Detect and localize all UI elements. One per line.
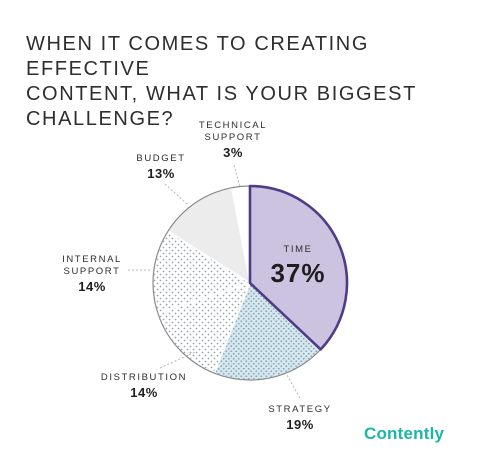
title-line-2: CONTENT, WHAT IS YOUR BIGGEST [26, 83, 417, 105]
slice-value-distribution: 14% [130, 385, 158, 400]
slice-value-technical-support: 3% [223, 145, 243, 160]
slice-label-time: TIME [283, 244, 312, 255]
leader-line-distribution [159, 351, 196, 369]
leader-line-budget [164, 183, 189, 206]
slice-label-budget: BUDGET [136, 153, 185, 164]
slice-label-technical-support: TECHNICAL [199, 120, 267, 131]
slice-value-strategy: 19% [286, 417, 314, 432]
leader-lines [128, 164, 301, 399]
title-line-1: WHEN IT COMES TO CREATING EFFECTIVE [26, 33, 369, 80]
contently-logo: Contently [364, 424, 445, 443]
leader-line-technical-support [233, 164, 241, 188]
pie-slice-time-border [248, 184, 349, 351]
slice-value-budget: 13% [147, 166, 175, 181]
slice-value-internal-support: 14% [78, 279, 106, 294]
slice-labels: TIME 37% STRATEGY 19% DISTRIBUTION 14% INTERNA… [62, 120, 331, 432]
slice-value-time: 37% [270, 258, 325, 288]
leader-line-strategy [283, 369, 301, 399]
slice-label-distribution: DISTRIBUTION [101, 372, 187, 383]
slice-label-internal-support: INTERNAL [62, 254, 122, 265]
title-line-3: CHALLENGE? [26, 108, 175, 130]
slice-label-technical-support: SUPPORT [205, 132, 262, 143]
slice-label-strategy: STRATEGY [268, 404, 331, 415]
chart-title: WHEN IT COMES TO CREATING EFFECTIVE CONT… [26, 32, 486, 132]
slice-label-internal-support: SUPPORT [64, 266, 121, 277]
pie-slices [152, 184, 349, 381]
